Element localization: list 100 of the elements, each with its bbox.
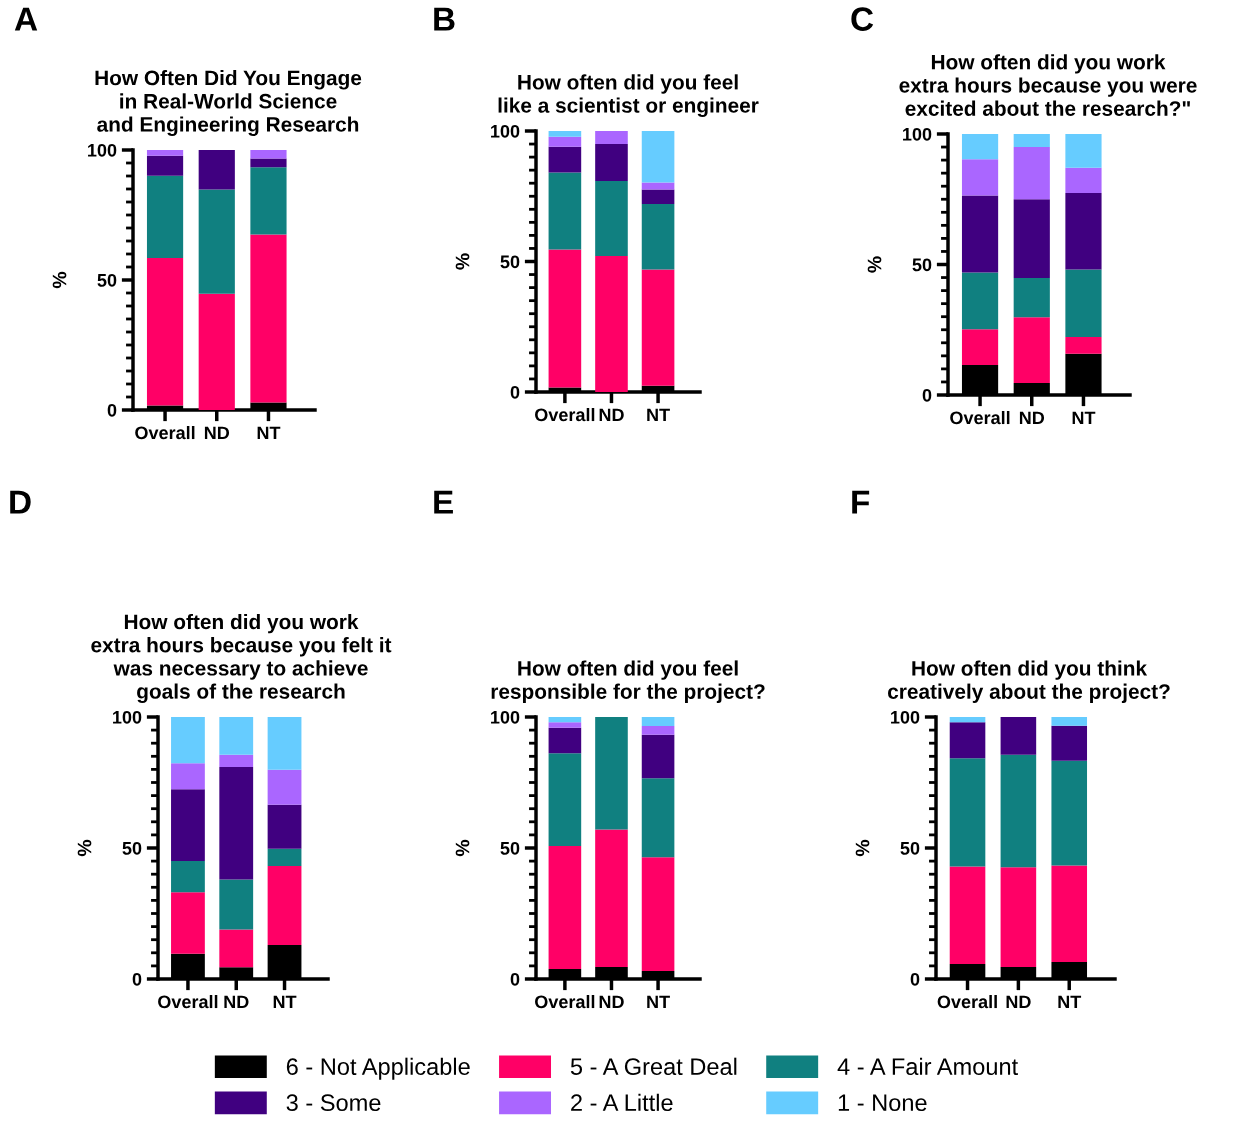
bar	[1051, 760, 1088, 866]
x-tick-label: Overall	[158, 994, 218, 1009]
bar	[595, 829, 628, 967]
bar	[1013, 317, 1050, 383]
y-tick-label: 50	[500, 841, 520, 855]
bar	[1065, 337, 1102, 354]
bar	[548, 722, 582, 728]
bar	[219, 879, 254, 930]
y-tick-label: 100	[491, 710, 520, 724]
bar	[171, 861, 205, 893]
x-tick-label: ND	[1006, 995, 1031, 1009]
bar	[219, 767, 254, 880]
x-tick-label: NT	[1072, 411, 1096, 425]
bar	[1065, 167, 1102, 193]
y-axis-title: %	[855, 839, 870, 857]
bar	[961, 159, 999, 196]
bar	[949, 722, 986, 759]
y-tick-label: 0	[910, 972, 920, 986]
bar	[595, 256, 628, 392]
bar	[1065, 192, 1102, 270]
x-tick-label: NT	[647, 408, 670, 422]
chart-title: How Often Did You Engage in Real-World Science and Engineering Research	[95, 70, 362, 136]
bar	[267, 769, 302, 805]
bar	[1013, 147, 1050, 200]
y-tick-label: 100	[491, 124, 520, 138]
x-tick-label: Overall	[535, 407, 595, 422]
y-axis-title: %	[52, 271, 67, 289]
y-tick-label: 100	[903, 127, 932, 141]
chart-title: How often did you work extra hours because you felt it was necessary to achieve goals of the research	[91, 613, 392, 703]
y-tick-label: 50	[122, 841, 142, 855]
text: F	[852, 490, 870, 514]
y-axis-title: %	[867, 256, 882, 273]
bar	[1000, 717, 1037, 755]
legend-label: 1 - None	[838, 1094, 927, 1112]
bar	[641, 778, 675, 858]
x-tick-label: NT	[273, 995, 297, 1009]
bar	[198, 150, 235, 190]
bar	[1013, 199, 1050, 279]
x-tick-label: ND	[599, 408, 624, 422]
y-axis-title: %	[455, 839, 470, 857]
bar	[548, 146, 582, 173]
bar	[641, 734, 675, 779]
bar	[171, 892, 205, 954]
y-axis-title: %	[455, 253, 470, 270]
bar	[198, 293, 235, 410]
bar	[219, 717, 254, 755]
bar	[641, 131, 675, 183]
y-tick-label: 50	[912, 258, 932, 272]
x-tick-label: ND	[204, 426, 230, 440]
bar	[219, 929, 254, 968]
bar	[548, 172, 582, 250]
x-tick-label: ND	[599, 995, 624, 1009]
bar	[548, 136, 582, 147]
y-tick-label: 50	[900, 841, 920, 855]
y-tick-label: 0	[107, 403, 117, 417]
bar	[961, 272, 999, 330]
bar	[595, 181, 628, 257]
bar	[641, 717, 675, 726]
text: D	[10, 490, 31, 514]
bar	[146, 257, 184, 406]
bar	[949, 866, 986, 965]
y-tick-label: 50	[97, 273, 117, 287]
y-tick-label: 100	[88, 143, 117, 157]
legend-label: 2 - A Little	[571, 1093, 673, 1112]
text: B	[434, 7, 455, 31]
bar	[1000, 867, 1037, 967]
bar	[1013, 278, 1050, 318]
x-tick-label: Overall	[937, 994, 997, 1009]
bar	[1065, 269, 1102, 338]
x-tick-label: ND	[224, 995, 249, 1009]
bar	[1051, 725, 1088, 761]
y-tick-label: 0	[922, 388, 932, 402]
bar	[250, 150, 287, 159]
bar	[949, 758, 986, 867]
bar	[267, 717, 302, 770]
bar	[641, 204, 675, 270]
bar	[595, 144, 628, 182]
y-axis-title: %	[77, 839, 92, 857]
bar	[146, 150, 184, 156]
bar	[595, 717, 628, 830]
x-tick-label: NT	[257, 426, 281, 440]
bar	[548, 717, 582, 723]
bar	[171, 717, 205, 764]
bar	[548, 753, 582, 846]
bar	[1065, 134, 1102, 168]
bar	[1013, 134, 1050, 148]
bar	[641, 269, 675, 386]
bar	[961, 329, 999, 365]
bar	[250, 167, 287, 235]
x-tick-label: NT	[647, 995, 670, 1009]
x-tick-label: NT	[1058, 995, 1082, 1009]
bar	[595, 131, 628, 145]
bar	[146, 175, 184, 258]
x-tick-label: Overall	[950, 410, 1010, 425]
chart-title: How often did you work extra hours because you were excited about the research?"	[899, 54, 1197, 116]
legend-label: 5 - A Great Deal	[570, 1057, 737, 1076]
bar	[548, 845, 582, 970]
bar	[146, 155, 184, 176]
bar	[198, 189, 235, 294]
bar	[641, 189, 675, 205]
